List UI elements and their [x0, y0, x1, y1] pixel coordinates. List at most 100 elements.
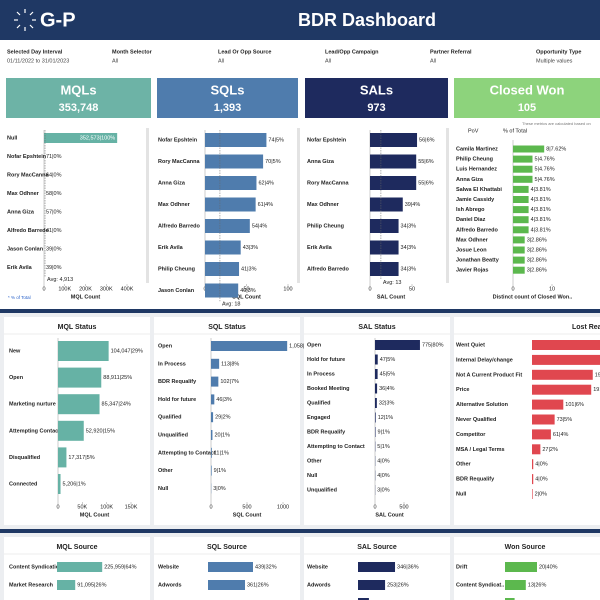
kpi-card [157, 78, 298, 118]
value-label: 4|0% [535, 477, 548, 483]
bar [208, 562, 253, 572]
value-label: 3|2.86% [527, 247, 547, 253]
value-label: 12|1% [378, 415, 394, 421]
x-tick-label: 50 [409, 286, 415, 292]
value-label: 29|2% [215, 415, 231, 421]
value-label: 4|3.81% [531, 217, 551, 223]
filter-label: Lead Or Opp Source [218, 49, 271, 55]
row-label: New [9, 348, 21, 354]
column-header: % of Total [503, 128, 527, 134]
value-label: 88,911|25% [103, 375, 132, 381]
value-label: 20|40% [539, 564, 558, 570]
bar [532, 384, 592, 395]
bar [375, 427, 376, 437]
row-label: Booked Meeting [307, 386, 349, 392]
row-label: Jason Conlan [7, 246, 44, 252]
value-label: 91,095|26% [77, 582, 106, 588]
value-label: 4|3.81% [531, 187, 551, 193]
value-label: 17,317|5% [68, 455, 94, 461]
axis-label: MQL Count [80, 512, 110, 518]
bar [58, 474, 61, 494]
value-label: 5|1% [377, 444, 390, 450]
row-label: Erik Avila [158, 245, 184, 251]
value-label: 27|2% [542, 447, 558, 453]
value-label: 62|4% [258, 180, 274, 186]
bar [58, 420, 84, 441]
x-tick-label: 0 [209, 504, 212, 510]
row-label: Content Syndicat.. [456, 582, 505, 588]
filter-label: Month Selector [112, 49, 153, 55]
kpi-label: SALs [360, 82, 393, 97]
x-tick-label: 200K [79, 286, 92, 292]
row-label: Javier Rojas [456, 268, 488, 274]
bar [513, 206, 529, 214]
bar [532, 354, 600, 365]
kpi-value: 1,393 [214, 102, 242, 114]
value-label: 54|4% [252, 223, 268, 229]
row-label: BDR Requalify [307, 429, 346, 435]
value-label: 4|0% [377, 458, 390, 464]
row-label: Null [158, 486, 169, 492]
row-label: Rory MacCanna [7, 172, 50, 178]
row-label: Hold for future [307, 357, 345, 363]
x-tick-label: 100K [58, 286, 71, 292]
row-label: Null [307, 473, 318, 479]
bar [370, 219, 399, 233]
value-label: 4|3.81% [531, 197, 551, 203]
panel-title: Lost Reasons [572, 324, 600, 331]
value-label: 47|5% [380, 357, 396, 363]
bar [205, 262, 240, 276]
scrollbar [297, 128, 300, 283]
bar [375, 412, 376, 423]
panel-title: MQL Status [58, 324, 97, 331]
value-label: 1,058|76% [289, 343, 315, 349]
row-label: Anna Giza [158, 180, 186, 186]
value-label: 64|0% [46, 172, 62, 178]
x-tick-label: 400K [121, 286, 134, 292]
bar [375, 398, 377, 408]
row-label: Qualified [158, 415, 182, 421]
row-label: MSA / Legal Terms [456, 447, 505, 453]
panel [154, 317, 300, 525]
value-label: 196|12% [595, 372, 600, 378]
bar [205, 197, 256, 212]
value-label: 41|0% [46, 228, 62, 234]
kpi-card [305, 78, 448, 118]
row-label: Erik Avila [307, 245, 333, 251]
row-label: Rory MacCanna [307, 180, 350, 186]
total-note: * % of Total [8, 295, 31, 300]
bar [513, 155, 533, 163]
bar [513, 226, 529, 234]
row-label: Camila Martinez [456, 146, 498, 152]
filter-value: All [218, 58, 224, 64]
bar [370, 154, 417, 169]
bar [513, 266, 525, 274]
x-tick-label: 10 [549, 286, 555, 292]
axis-label: MQL Count [71, 294, 101, 300]
row-label: Nofar Epshtein [158, 137, 198, 143]
axis-label: SQL Count [232, 294, 261, 300]
value-label: 43|3% [243, 245, 259, 251]
bar [532, 399, 564, 410]
bar [211, 412, 214, 423]
row-label: Attempting to Contact [158, 450, 216, 456]
value-label: 4|3.81% [531, 227, 551, 233]
row-label: Luis Hernandez [456, 167, 497, 173]
panel-title: Won Source [505, 544, 546, 551]
kpi-label: SQLs [211, 82, 245, 97]
row-label: Philip Cheung [307, 223, 344, 229]
row-label: Max Odhner [7, 191, 40, 197]
row-label: Open [158, 343, 173, 349]
row-label: Erik Avila [7, 265, 33, 271]
row-label: Not A Current Product Fit [456, 372, 522, 378]
value-label: 70|5% [265, 159, 281, 165]
row-label: Open [307, 342, 322, 348]
bar [513, 216, 529, 224]
row-label: Jamie Cassidy [456, 197, 495, 203]
value-label: 34|3% [401, 223, 417, 229]
row-label: Content Syndication [9, 564, 63, 570]
x-tick-label: 50 [243, 286, 249, 292]
metrics-note: These metrics are calculated based on [522, 121, 591, 126]
row-label: Anna Giza [7, 209, 35, 215]
bar [505, 580, 526, 590]
